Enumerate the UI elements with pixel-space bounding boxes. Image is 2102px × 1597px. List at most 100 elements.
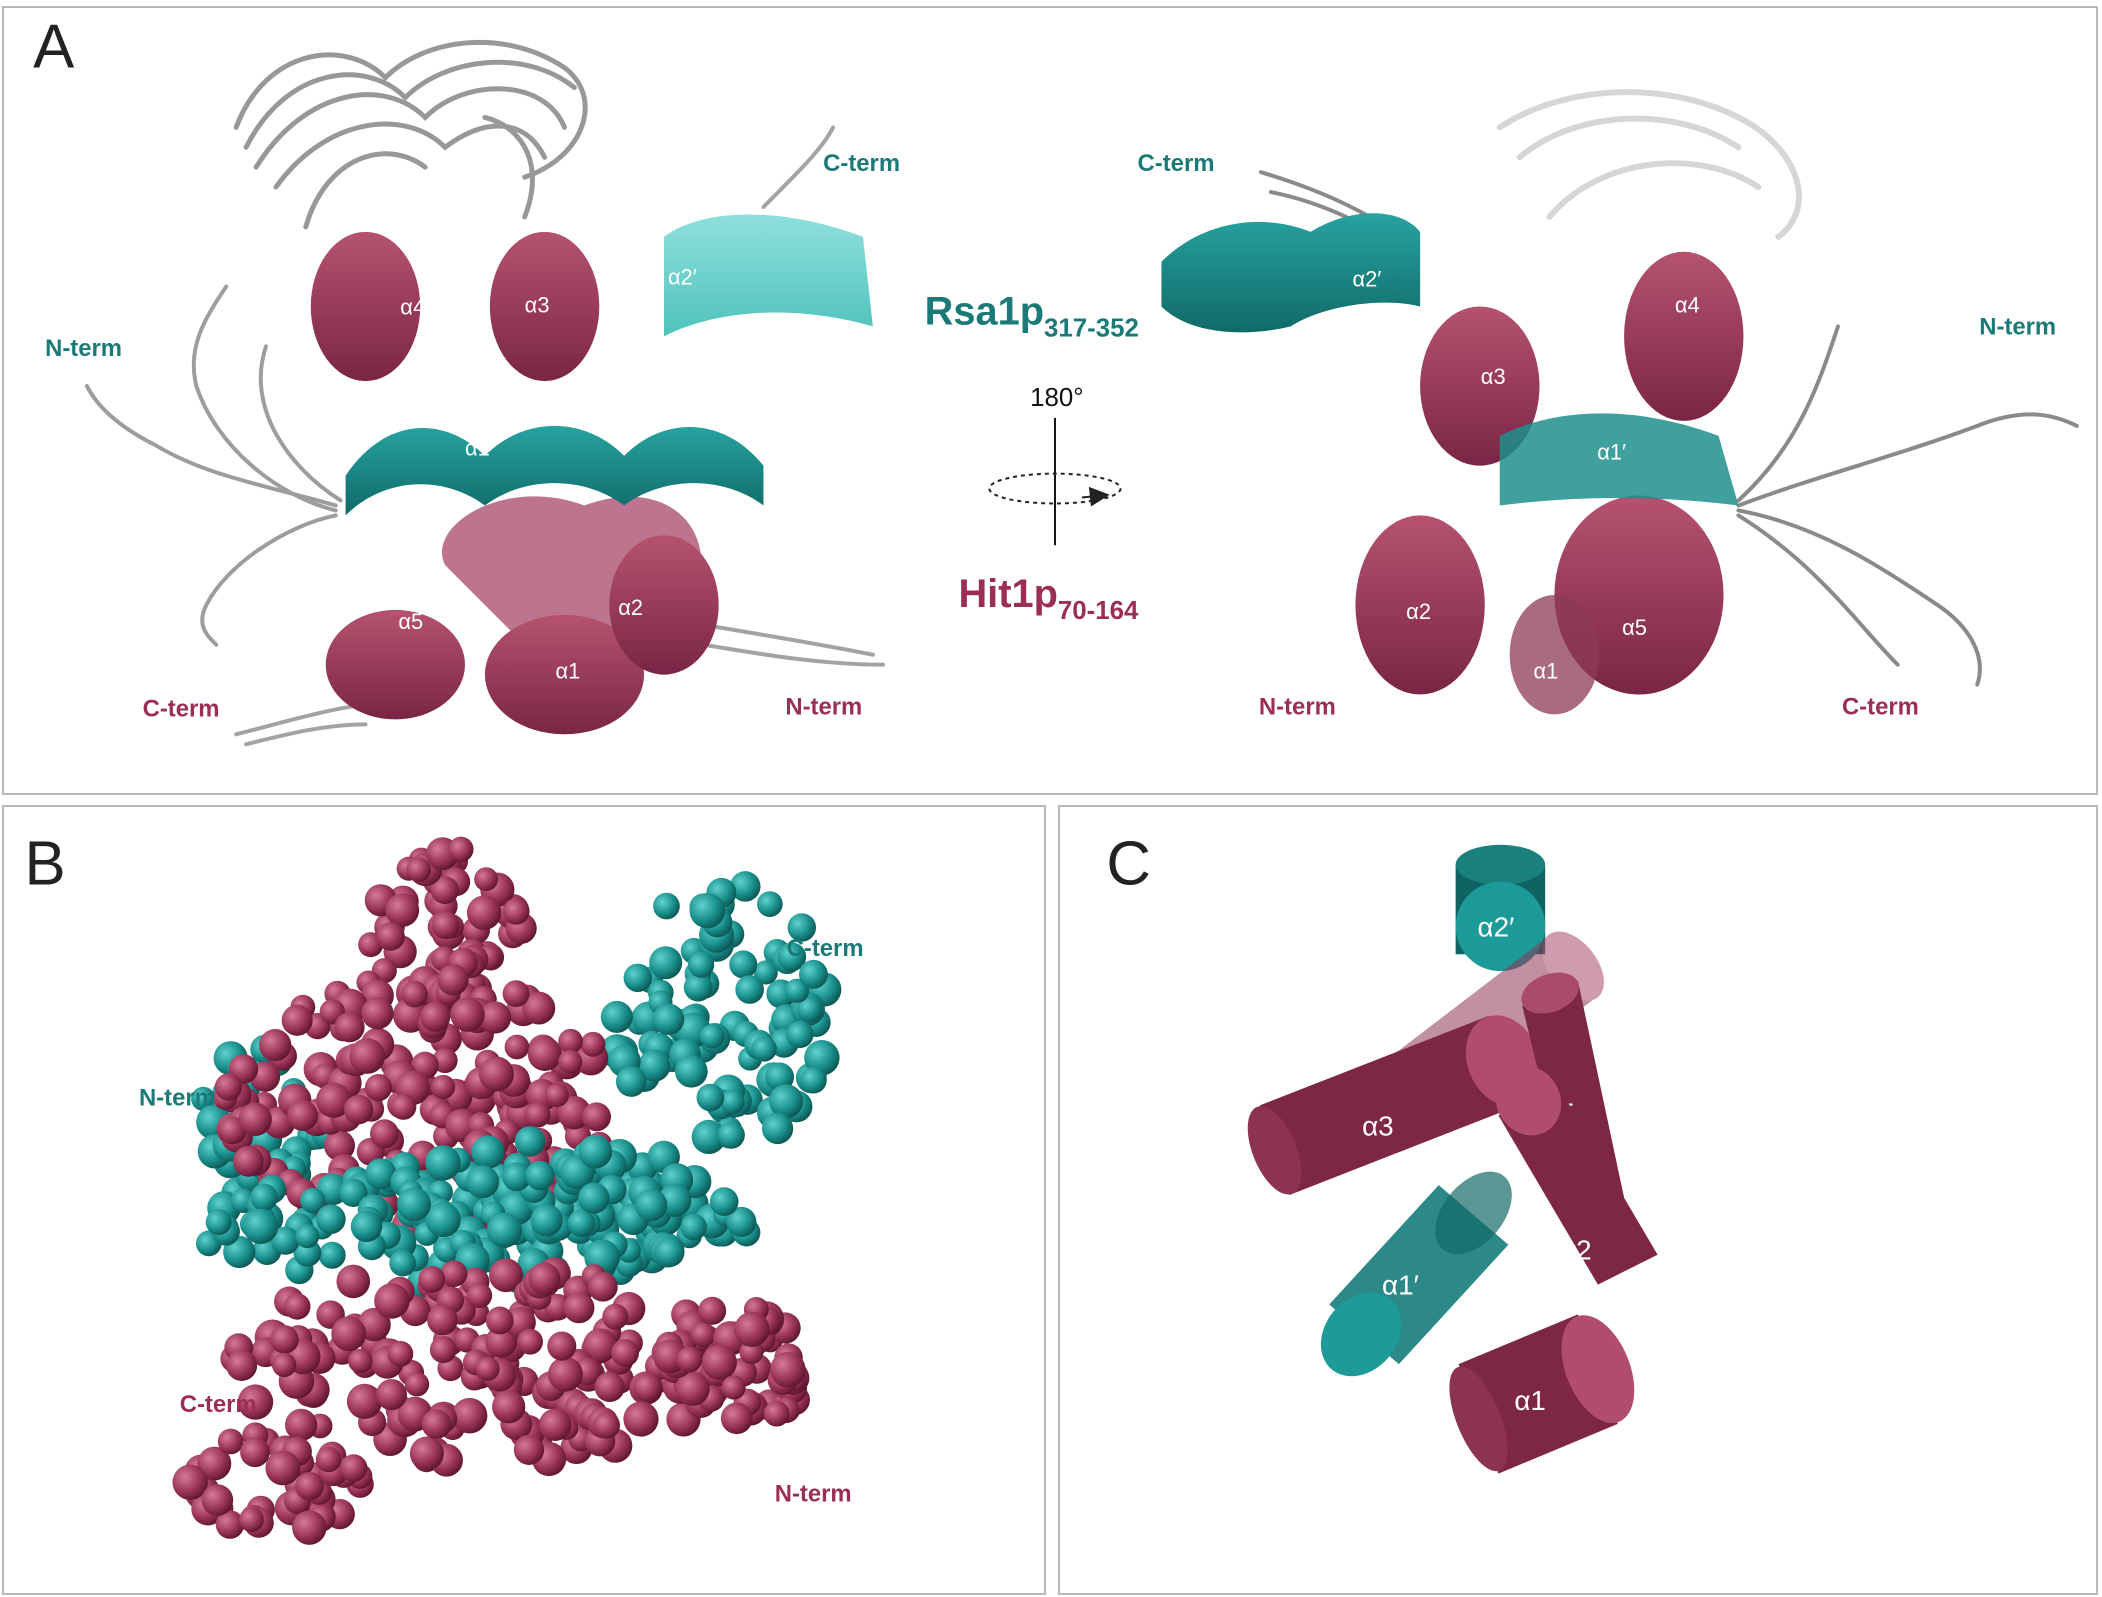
helix-alpha3-right [1420, 306, 1540, 466]
atom-sphere [466, 1165, 500, 1199]
atom-sphere [763, 1400, 790, 1427]
hit1p-label: Hit1p70-164 [958, 572, 1139, 625]
cylinder-alpha2: α2 [1495, 1065, 1658, 1285]
atom-sphere [284, 1293, 311, 1320]
atom-sphere [172, 1464, 208, 1500]
atom-sphere [633, 1373, 662, 1402]
label-alpha2-left: α2 [618, 595, 643, 620]
label-alpha1-left: α1 [556, 659, 581, 684]
atom-sphere [242, 1208, 279, 1244]
atom-sphere [478, 1056, 514, 1092]
label-alpha5-right: α5 [1622, 615, 1647, 640]
atom-sphere [238, 1102, 272, 1137]
atom-sphere [191, 1086, 216, 1111]
space-filling-model [172, 836, 842, 1545]
atom-sphere [374, 1283, 410, 1319]
atom-sphere [343, 1094, 374, 1125]
panel-c: C α2′ α4 α3 α5 [1058, 805, 2098, 1595]
atom-sphere [336, 1264, 371, 1299]
atom-sphere [285, 1408, 318, 1441]
helix-alpha2p-left [663, 214, 873, 337]
label-alpha5-left: α5 [398, 609, 423, 634]
atom-sphere [691, 1119, 726, 1155]
atom-sphere [680, 1213, 707, 1241]
atom-sphere [522, 991, 556, 1025]
atom-sphere [369, 1119, 399, 1149]
atom-sphere [654, 1237, 685, 1268]
cyl-label-alpha1: α1 [1514, 1385, 1546, 1416]
right-n-term-teal: N-term [1979, 313, 2056, 340]
atom-sphere [580, 1031, 606, 1057]
atom-sphere [339, 1178, 368, 1207]
atom-sphere [318, 1241, 346, 1269]
atom-sphere [485, 1325, 518, 1358]
helix-alpha5-left [325, 609, 465, 720]
atom-sphere [786, 1020, 814, 1049]
atom-sphere [753, 960, 778, 985]
label-alpha4-left: α4 [400, 294, 425, 319]
atom-sphere [376, 922, 405, 951]
atom-sphere [578, 1182, 610, 1214]
atom-sphere [717, 1121, 745, 1149]
b-n-term-teal: N-term [139, 1084, 216, 1111]
atom-sphere [281, 1004, 313, 1036]
atom-sphere [567, 1209, 596, 1237]
atom-sphere [701, 1344, 737, 1380]
atom-sphere [757, 891, 783, 917]
atom-sphere [769, 1084, 804, 1119]
atom-sphere [525, 1160, 555, 1191]
atom-sphere [800, 1066, 827, 1094]
label-alpha2p-right: α2′ [1352, 267, 1381, 292]
atom-sphere [440, 1260, 468, 1288]
cyl-label-alpha2p: α2′ [1478, 911, 1515, 942]
atom-sphere [638, 1049, 671, 1082]
atom-sphere [649, 946, 683, 980]
left-structure: α4 α3 α2′ α1′ α5 α2 α1 [84, 39, 885, 747]
atom-sphere [502, 898, 530, 925]
helix-alpha3-left [489, 231, 600, 382]
top-loop-bundle [233, 39, 588, 230]
atom-sphere [784, 978, 810, 1003]
atom-sphere [623, 963, 653, 993]
atom-sphere [735, 975, 764, 1004]
label-alpha4-right: α4 [1675, 292, 1700, 317]
hit1p-main: Hit1p [958, 572, 1057, 616]
rsa1p-sub: 317-352 [1044, 314, 1139, 342]
atom-sphere [201, 1484, 234, 1516]
rsa1p-label: Rsa1p317-352 [925, 289, 1139, 342]
atom-sphere [611, 1338, 640, 1367]
atom-sphere [635, 1188, 668, 1222]
atom-sphere [623, 1401, 659, 1437]
atom-sphere [217, 1428, 244, 1455]
helix-alpha2-left [609, 535, 719, 675]
atom-sphere [215, 1510, 245, 1539]
right-n-term-rose: N-term [1259, 693, 1336, 720]
atom-sphere [431, 911, 460, 940]
atom-sphere [557, 1095, 591, 1130]
atom-sphere [404, 1372, 430, 1397]
atom-sphere [240, 1437, 270, 1468]
cylinder-alpha1p: α1′ [1320, 1171, 1512, 1377]
left-c-term-rose: C-term [143, 695, 220, 722]
atom-sphere [588, 1272, 618, 1302]
atom-sphere [406, 857, 431, 883]
helix-alpha1-right [1509, 595, 1600, 715]
atom-sphere [683, 972, 713, 1002]
atom-sphere [696, 1083, 725, 1112]
atom-sphere [451, 1397, 488, 1434]
label-alpha1-right: α1 [1534, 659, 1559, 684]
atom-sphere [205, 1209, 232, 1236]
atom-sphere [375, 1379, 407, 1411]
atom-sphere [787, 913, 817, 942]
label-alpha1p-left: α1′ [465, 436, 494, 461]
atom-sphere [430, 1074, 456, 1100]
atom-sphere [197, 1446, 232, 1481]
atom-sphere [548, 1356, 583, 1392]
atom-sphere [385, 893, 420, 927]
atom-sphere [489, 1258, 523, 1293]
atom-sphere [652, 1003, 685, 1035]
atom-sphere [527, 1036, 562, 1071]
label-alpha3-left: α3 [525, 292, 550, 317]
atom-sphere [751, 1036, 777, 1062]
panel-a: A [2, 6, 2098, 795]
